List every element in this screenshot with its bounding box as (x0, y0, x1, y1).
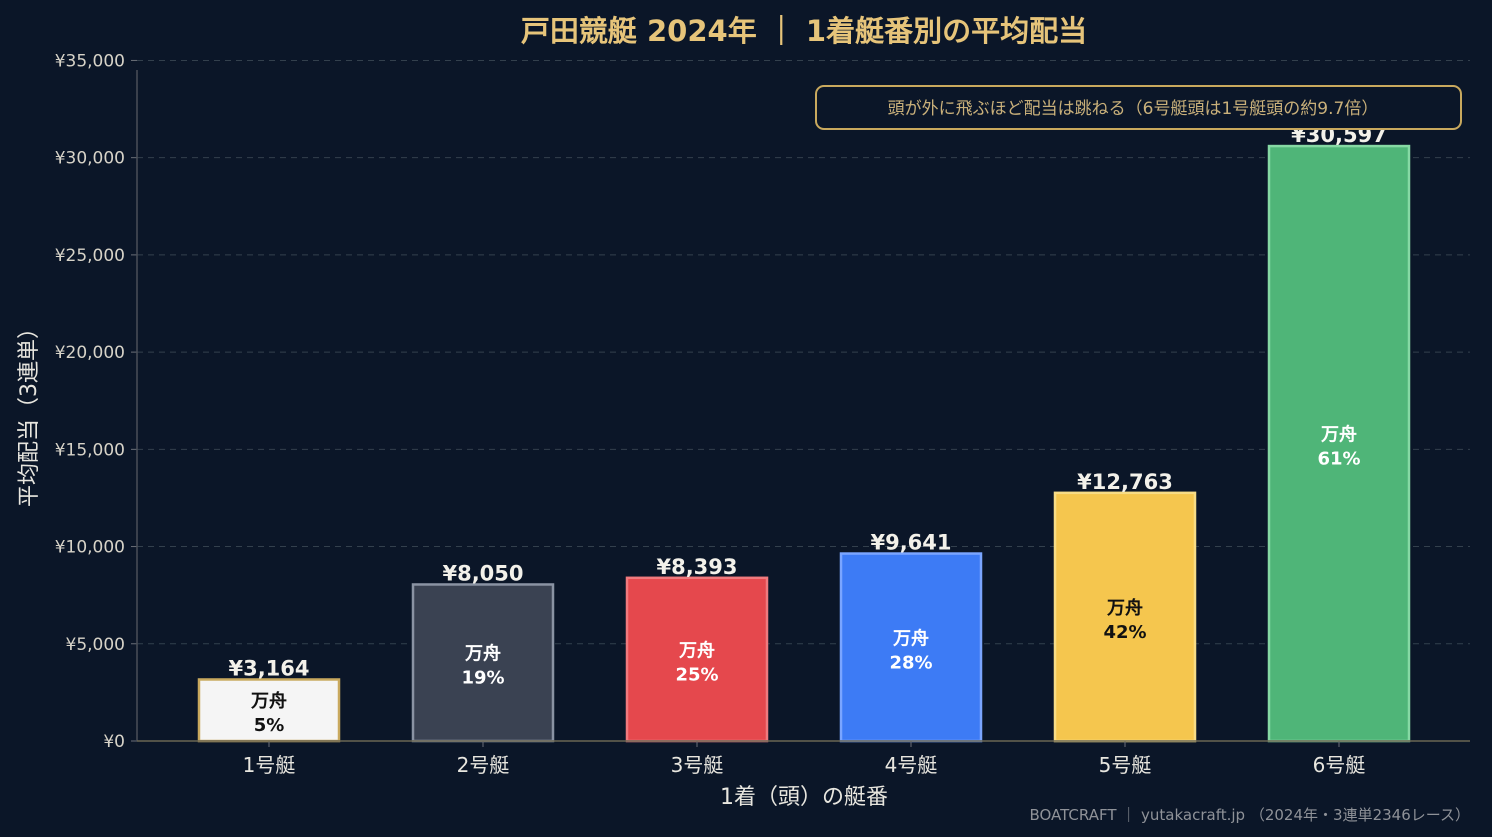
bar-value-label: ¥8,050 (442, 561, 523, 585)
y-tick-label: ¥25,000 (55, 246, 125, 266)
y-tick-label: ¥35,000 (55, 51, 125, 71)
x-tick-label: 3号艇 (671, 753, 724, 777)
bar-inner-percent: 5% (254, 715, 285, 736)
footer-credit: BOATCRAFT ｜ yutakacraft.jp （2024年・3連単234… (1029, 806, 1470, 824)
bar-inner-title: 万舟 (464, 643, 501, 665)
bar-value-label: ¥3,164 (228, 656, 309, 680)
bar-value-label: ¥12,763 (1077, 470, 1173, 494)
y-tick-label: ¥0 (103, 732, 125, 752)
annotation-text: 頭が外に飛ぶほど配当は跳ねる（6号艇頭は1号艇頭の約9.7倍） (888, 99, 1379, 119)
bar-inner-title: 万舟 (678, 639, 715, 661)
y-axis-label: 平均配当（3連単） (17, 317, 42, 507)
grid-lines (137, 59, 1470, 645)
x-tick-label: 5号艇 (1099, 753, 1152, 777)
bar-inner-percent: 61% (1317, 449, 1360, 470)
bar-inner-title: 万舟 (1106, 597, 1143, 619)
bar (1053, 491, 1197, 743)
x-tick-label: 1号艇 (243, 753, 296, 777)
x-axis-label: 1着（頭）の艇番 (720, 785, 888, 810)
annotation-frame (815, 85, 1462, 130)
y-axis-ticks: ¥0 ¥5,000 ¥10,000 ¥15,000 ¥20,000 ¥25,000 ¥30,… (55, 51, 137, 752)
bar-inner-percent: 19% (461, 668, 504, 689)
bars: ¥3,164 万舟 5% ¥8,050 万舟 19% ¥8,393 万舟 25% ¥9,641 万舟… (197, 123, 1411, 743)
y-tick-label: ¥20,000 (55, 343, 125, 363)
bar-inner-percent: 25% (675, 664, 718, 685)
bar (1267, 144, 1411, 743)
x-tick-label: 2号艇 (457, 753, 510, 777)
bar-inner-title: 万舟 (250, 690, 287, 712)
bar-group: ¥12,763 万舟 42% (1053, 470, 1197, 743)
bar (839, 552, 983, 743)
bar-group: ¥8,050 万舟 19% (411, 561, 555, 743)
chart-title: 戸田競艇 2024年 ｜ 1着艇番別の平均配当 (521, 14, 1087, 48)
bar (625, 576, 769, 743)
bar-group: ¥8,393 万舟 25% (625, 555, 769, 743)
y-tick-label: ¥15,000 (55, 440, 125, 460)
bar-inner-title: 万舟 (892, 627, 929, 649)
bar-group: ¥9,641 万舟 28% (839, 531, 983, 743)
annotation-box: 頭が外に飛ぶほど配当は跳ねる（6号艇頭は1号艇頭の約9.7倍） (815, 85, 1462, 130)
bar-inner-percent: 42% (1103, 622, 1146, 643)
x-axis-ticks: 1号艇 2号艇 3号艇 4号艇 5号艇 6号艇 (243, 741, 1366, 777)
bar-group: ¥3,164 万舟 5% (197, 656, 341, 743)
bar-inner-title: 万舟 (1320, 424, 1357, 446)
bar-value-label: ¥9,641 (870, 531, 951, 555)
y-tick-label: ¥10,000 (55, 538, 125, 558)
x-tick-label: 6号艇 (1313, 753, 1366, 777)
y-tick-label: ¥5,000 (66, 635, 125, 655)
x-tick-label: 4号艇 (885, 753, 938, 777)
bar-value-label: ¥8,393 (656, 555, 737, 579)
bar-inner-percent: 28% (889, 652, 932, 673)
bar (197, 678, 341, 743)
bar (411, 583, 555, 743)
y-tick-label: ¥30,000 (55, 149, 125, 169)
